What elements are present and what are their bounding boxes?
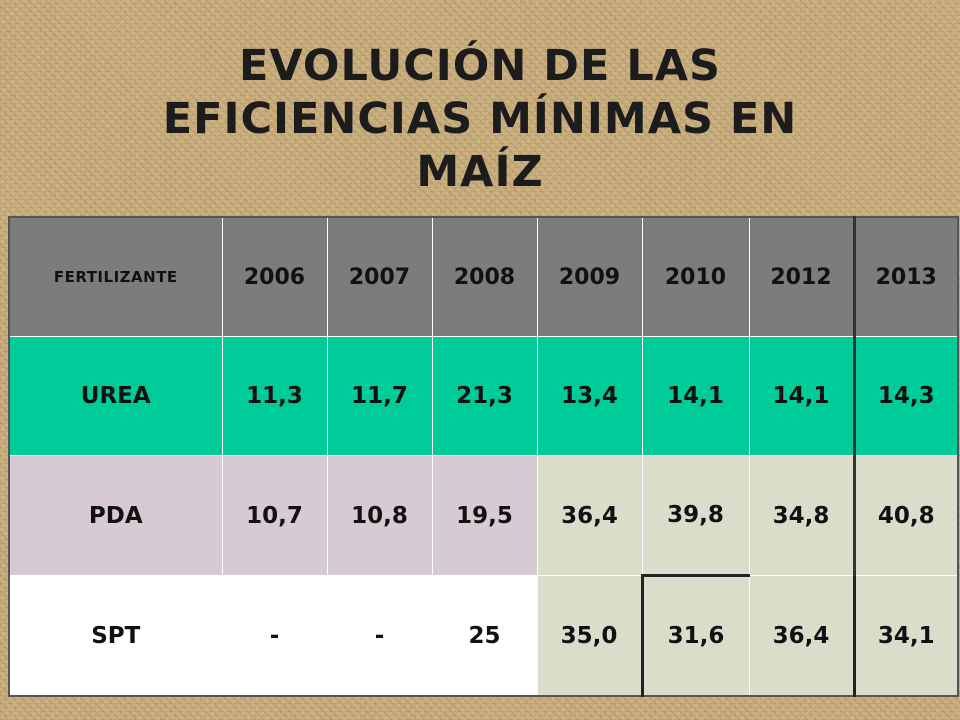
table-cell: 13,4 [536, 336, 643, 456]
table-cell: 14,1 [748, 336, 855, 456]
table-cell: 31,6 [640, 574, 750, 697]
header-year-2013: 2013 [852, 216, 959, 337]
table-row-pda: PDA 10,7 10,8 19,5 36,4 39,8 34,8 40,8 [8, 455, 959, 576]
table-cell: 35,0 [536, 575, 643, 697]
header-year-2010: 2010 [641, 216, 750, 337]
table-header-row: FERTILIZANTE 2006 2007 2008 2009 2010 20… [8, 216, 959, 337]
table-cell: 36,4 [748, 575, 856, 697]
table-cell: 39,8 [641, 455, 750, 576]
table-cell: 36,4 [536, 455, 643, 576]
table-cell: - [221, 575, 328, 697]
table-cell: 10,7 [221, 455, 328, 576]
table-cell: 40,8 [852, 455, 959, 576]
page-title: EVOLUCIÓN DE LAS EFICIENCIAS MÍNIMAS EN … [0, 40, 960, 199]
header-year-2007: 2007 [326, 216, 433, 337]
header-year-2006: 2006 [221, 216, 328, 337]
table-cell: 21,3 [431, 336, 538, 456]
table-cell: 34,8 [748, 455, 855, 576]
table-cell: 11,3 [221, 336, 328, 456]
table-cell: 11,7 [326, 336, 433, 456]
table-cell: 10,8 [326, 455, 433, 576]
table-row-spt: SPT - - 25 35,0 31,6 36,4 34,1 [8, 574, 959, 697]
header-year-2008: 2008 [431, 216, 538, 337]
table-row-urea: UREA 11,3 11,7 21,3 13,4 14,1 14,1 14,3 [8, 336, 959, 456]
table-cell: 25 [431, 575, 538, 697]
row-label: PDA [8, 455, 223, 576]
title-line-2: EFICIENCIAS MÍNIMAS EN [162, 94, 798, 144]
table-cell: 14,1 [641, 336, 750, 456]
table-cell: - [326, 575, 433, 697]
title-line-3: MAÍZ [416, 147, 544, 197]
table-cell: 34,1 [852, 575, 959, 697]
table-cell: 14,3 [852, 336, 959, 456]
header-year-2012: 2012 [748, 216, 855, 337]
header-year-2009: 2009 [536, 216, 643, 337]
table-cell: 19,5 [431, 455, 538, 576]
title-line-1: EVOLUCIÓN DE LAS [239, 41, 721, 91]
efficiency-table: FERTILIZANTE 2006 2007 2008 2009 2010 20… [8, 216, 959, 697]
header-fertilizante: FERTILIZANTE [8, 216, 223, 337]
row-label: UREA [8, 336, 223, 456]
row-label: SPT [8, 575, 223, 697]
